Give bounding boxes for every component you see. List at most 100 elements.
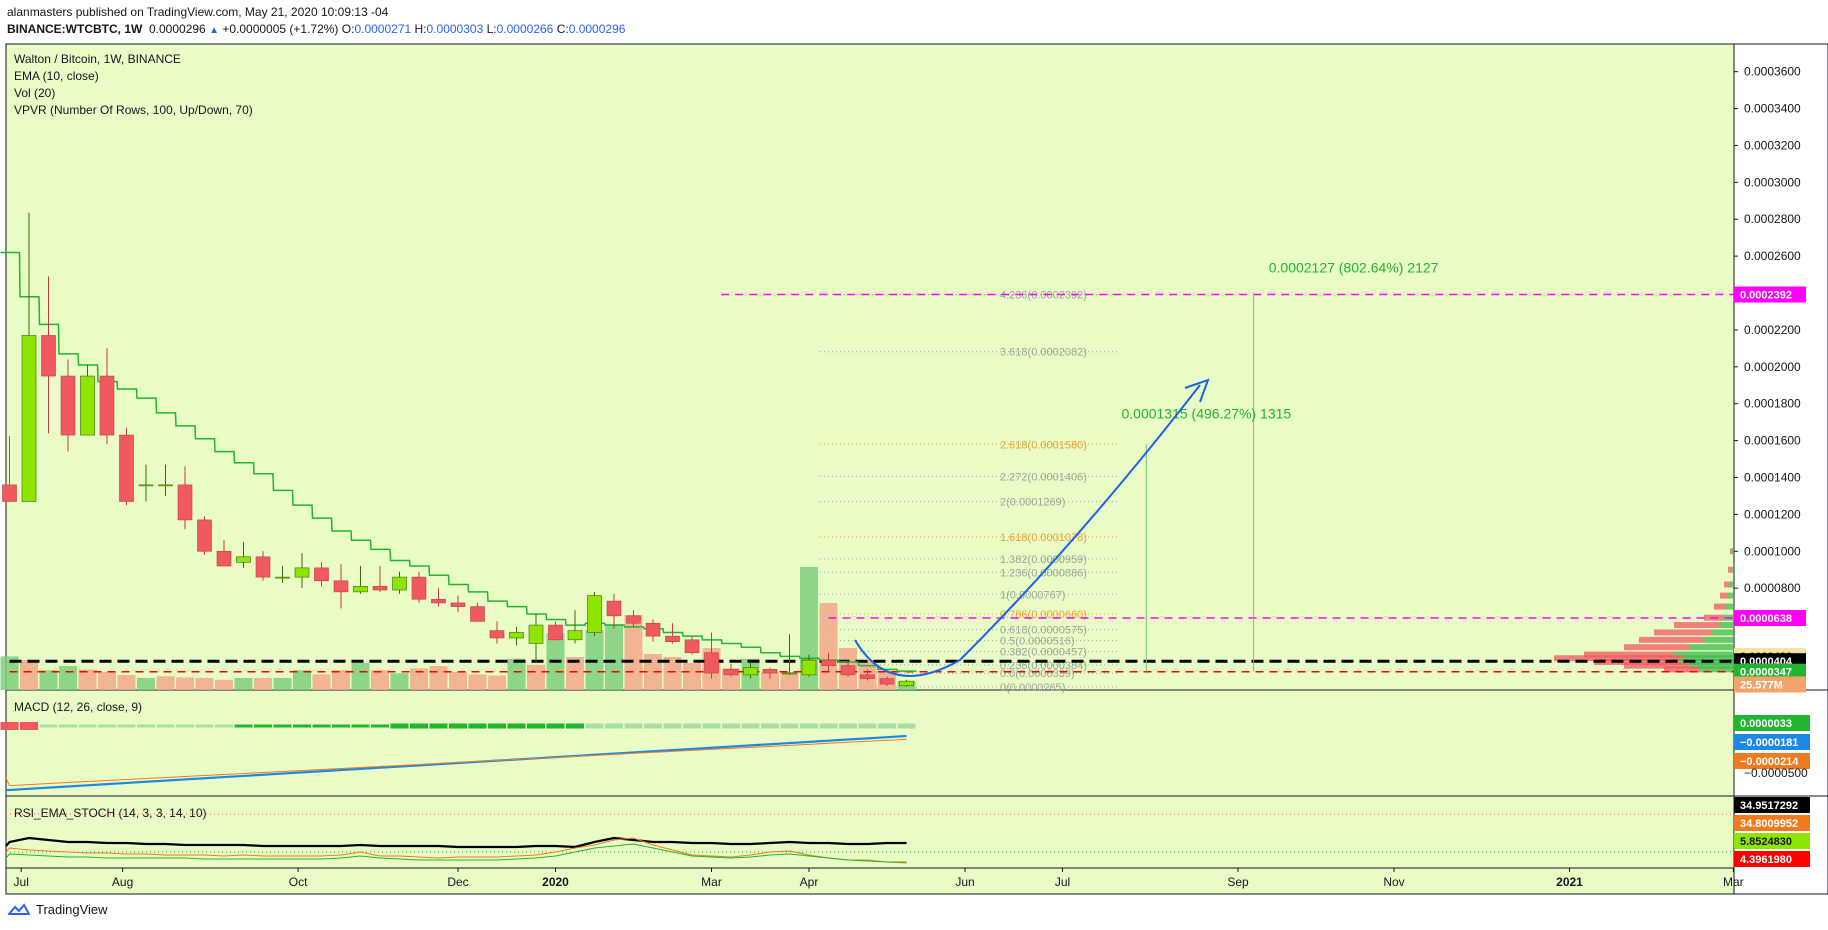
candle-body bbox=[21, 335, 37, 502]
macd-value-tag bbox=[1734, 753, 1810, 769]
macd-histogram-bar bbox=[449, 723, 467, 729]
macd-histogram-bar bbox=[293, 724, 311, 728]
candle-body bbox=[41, 335, 56, 377]
legend-rsi: RSI_EMA_STOCH (14, 3, 3, 14, 10) bbox=[14, 806, 207, 820]
price-tag-label: 25.577M bbox=[1740, 679, 1783, 691]
candle-body bbox=[840, 665, 856, 676]
x-tick-label: Mar bbox=[1723, 875, 1744, 889]
macd-histogram-bar bbox=[39, 724, 58, 728]
y-tick-label: 0.0002600 bbox=[1744, 249, 1801, 263]
volume-bar bbox=[449, 672, 467, 690]
volume-bar bbox=[176, 677, 194, 690]
y-tick-label: 0.0002800 bbox=[1744, 212, 1801, 226]
legend-title: Walton / Bitcoin, 1W, BINANCE bbox=[14, 52, 181, 66]
vpvr-up-row bbox=[1689, 662, 1734, 669]
macd-histogram-bar bbox=[332, 724, 350, 728]
macd-histogram-bar bbox=[0, 722, 19, 730]
y-tick-label: 0.0003000 bbox=[1744, 175, 1801, 189]
open-value: 0.0000271 bbox=[354, 22, 412, 36]
candle-body bbox=[548, 624, 563, 641]
volume-bar bbox=[254, 678, 272, 690]
y-tick-label: 0.0003600 bbox=[1744, 65, 1801, 79]
volume-bar bbox=[312, 674, 331, 690]
close-value: 0.0000296 bbox=[568, 22, 626, 36]
macd-histogram-bar bbox=[761, 723, 779, 729]
tradingview-logo-icon bbox=[8, 902, 30, 915]
candle-body bbox=[294, 567, 310, 578]
macd-histogram-bar bbox=[117, 724, 136, 728]
macd-histogram-bar bbox=[605, 723, 623, 729]
volume-bar bbox=[468, 674, 487, 690]
macd-histogram-bar bbox=[566, 723, 584, 729]
volume-bar bbox=[390, 673, 409, 690]
fib-level-label: 0.382(0.0000457) bbox=[1000, 646, 1087, 658]
candle-body bbox=[216, 550, 232, 567]
candle-body bbox=[645, 622, 661, 637]
legend-vol: Vol (20) bbox=[14, 86, 56, 100]
macd-histogram-bar bbox=[624, 723, 643, 729]
x-tick-label: 2021 bbox=[1556, 875, 1583, 889]
legend-vpvr: VPVR (Number Of Rows, 100, Up/Down, 70) bbox=[14, 103, 253, 117]
fib-level-label: 2.272(0.0001406) bbox=[1000, 471, 1087, 483]
vpvr-up-row bbox=[1728, 592, 1734, 599]
macd-histogram-bar bbox=[507, 723, 526, 729]
candle-body bbox=[762, 669, 778, 674]
macd-histogram-bar bbox=[215, 724, 233, 728]
candle-body bbox=[255, 556, 271, 578]
x-tick-label: Jul bbox=[14, 875, 29, 889]
candle-body bbox=[723, 669, 739, 676]
volume-bar bbox=[800, 567, 818, 690]
rsi-value-tag bbox=[1734, 833, 1810, 849]
legend-macd: MACD (12, 26, close, 9) bbox=[14, 700, 143, 714]
candle-body bbox=[528, 624, 544, 644]
x-tick-label: Jun bbox=[955, 875, 974, 889]
high-value: 0.0000303 bbox=[426, 22, 484, 36]
candle-body bbox=[879, 678, 895, 685]
vpvr-up-row bbox=[1730, 581, 1734, 588]
volume-bar bbox=[195, 678, 214, 690]
y-tick-label: 0.0001400 bbox=[1744, 470, 1801, 484]
candle-body bbox=[665, 635, 680, 642]
macd-histogram-bar bbox=[683, 723, 701, 729]
vpvr-down-row bbox=[1584, 651, 1674, 658]
rsi-value-label: 5.8524830 bbox=[1740, 836, 1792, 848]
macd-histogram-bar bbox=[312, 724, 331, 728]
brand-label: TradingView bbox=[36, 902, 108, 917]
y-tick-label: 0.0001000 bbox=[1744, 544, 1801, 558]
ema-line bbox=[0, 251, 917, 672]
macd-value-label: 0.0000033 bbox=[1740, 718, 1792, 730]
volume-bar bbox=[663, 657, 682, 690]
candle-body bbox=[119, 434, 134, 502]
volume-bar bbox=[761, 672, 779, 690]
y-tick-label: 0.0003400 bbox=[1744, 102, 1801, 116]
macd-histogram-bar bbox=[722, 723, 740, 729]
macd-histogram-bar bbox=[156, 724, 175, 728]
vpvr-up-row bbox=[1684, 655, 1734, 662]
volume-bar bbox=[59, 666, 77, 690]
vpvr-down-row bbox=[1554, 655, 1684, 662]
tradingview-brand[interactable]: TradingView bbox=[8, 902, 108, 917]
legend-ema: EMA (10, close) bbox=[14, 69, 99, 83]
macd-histogram-bar bbox=[488, 723, 506, 729]
macd-axis-label: −0.0000500 bbox=[1744, 766, 1808, 780]
candle-body bbox=[197, 519, 212, 552]
change-value: +0.0000005 (+1.72%) bbox=[222, 22, 339, 36]
candle-body bbox=[333, 580, 349, 593]
signal-line bbox=[5, 738, 907, 787]
y-tick-label: 0.0003200 bbox=[1744, 138, 1801, 152]
volume-bar bbox=[293, 670, 311, 690]
candle-body bbox=[801, 659, 817, 676]
macd-histogram-bar bbox=[702, 723, 721, 729]
volume-bar bbox=[215, 679, 233, 690]
vpvr-up-row bbox=[1704, 636, 1734, 643]
price-tag bbox=[1734, 676, 1806, 693]
chart-frame bbox=[5, 43, 1828, 895]
macd-histogram-bar bbox=[585, 723, 604, 729]
candle-body bbox=[860, 674, 875, 679]
macd-histogram-bar bbox=[59, 724, 77, 728]
candle-body bbox=[372, 586, 388, 591]
candle-body bbox=[626, 615, 641, 624]
volume-bar bbox=[605, 624, 623, 690]
y-tick-label: 0.0001800 bbox=[1744, 397, 1801, 411]
